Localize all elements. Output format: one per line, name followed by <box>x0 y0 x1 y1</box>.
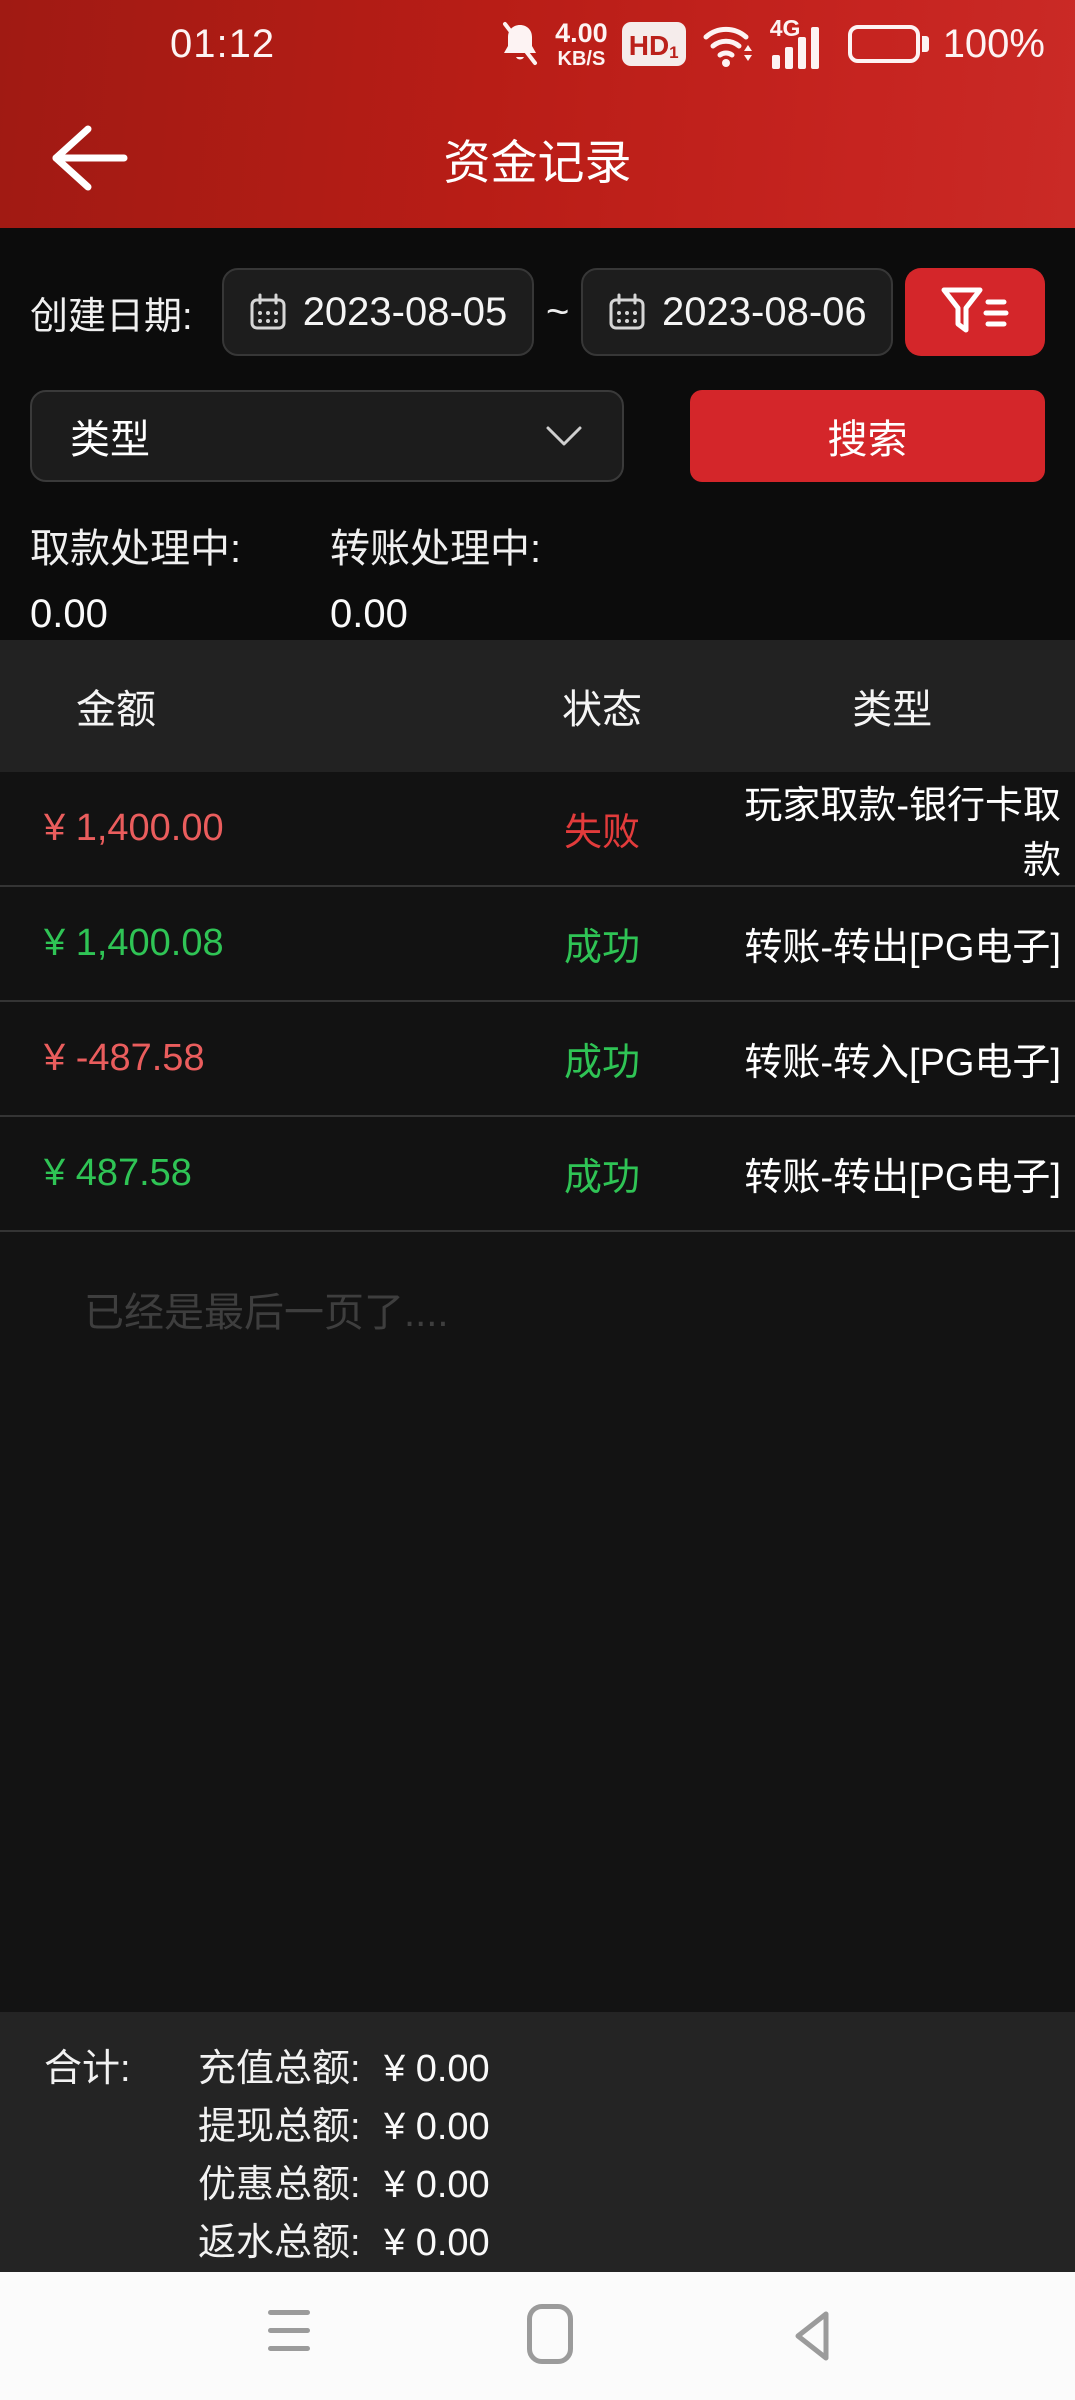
search-button[interactable]: 搜索 <box>690 390 1045 482</box>
battery-percent: 100% <box>942 21 1045 66</box>
table-header: 金额 状态 类型 <box>0 640 1075 772</box>
row-type: 转账-转出[PG电子] <box>744 927 1061 969</box>
signal-bars <box>771 27 819 69</box>
date-range-separator: ~ <box>546 289 570 334</box>
date-filter-row: 创建日期: 2023-08-05 ~ <box>30 268 1045 356</box>
filter-button[interactable] <box>905 268 1045 356</box>
date-from-value: 2023-08-05 <box>302 289 508 334</box>
status-icons: 4.00 KB/S HD 1 <box>499 15 1045 71</box>
table-row: ¥ -487.58 成功 转账-转入[PG电子] <box>0 1002 1075 1117</box>
row-type: 玩家取款-银行卡取款 <box>744 784 1061 882</box>
row-type: 转账-转入[PG电子] <box>744 1042 1061 1084</box>
row-status: 成功 <box>563 927 640 969</box>
calendar-icon <box>608 293 646 331</box>
table-row: ¥ 1,400.00 失败 玩家取款-银行卡取款 <box>0 772 1075 887</box>
signal-4g-label: 4G <box>769 15 801 41</box>
network-speed-unit: KB/S <box>557 47 606 70</box>
end-of-list-message: 已经是最后一页了.... <box>84 1291 449 1335</box>
col-header-status: 状态 <box>562 688 642 732</box>
cell-signal-icon: 4G <box>769 15 834 71</box>
type-select-value: 类型 <box>70 418 150 462</box>
search-button-label: 搜索 <box>827 418 908 462</box>
status-time: 01:12 <box>170 21 276 66</box>
type-select[interactable]: 类型 <box>30 390 624 482</box>
summary-label: 优惠总额: <box>198 2164 361 2206</box>
hd-badge-text: HD <box>628 30 670 61</box>
table-row: ¥ 487.58 成功 转账-转出[PG电子] <box>0 1117 1075 1232</box>
network-speed: 4.00 KB/S <box>555 17 608 70</box>
summary-value: ¥ 0.00 <box>384 2222 490 2264</box>
network-speed-value: 4.00 <box>555 17 608 48</box>
withdraw-processing: 取款处理中: 0.00 <box>30 516 330 637</box>
date-to-field[interactable]: 2023-08-06 <box>581 268 894 356</box>
processing-row: 取款处理中: 0.00 转账处理中: 0.00 <box>30 516 1045 637</box>
home-pill-icon[interactable] <box>527 2304 573 2364</box>
calendar-icon <box>249 293 287 331</box>
list-end-area: 已经是最后一页了.... <box>0 1232 1075 2012</box>
transfer-processing-label: 转账处理中: <box>330 527 542 571</box>
red-header: 01:12 4.00 KB/S HD 1 <box>0 0 1075 228</box>
notification-muted-icon <box>499 21 541 67</box>
hd-voice-badge: HD 1 <box>621 22 686 66</box>
row-amount: ¥ 1,400.08 <box>44 922 224 964</box>
row-status: 失败 <box>563 812 640 854</box>
filter-panel: 创建日期: 2023-08-05 ~ <box>0 228 1075 640</box>
back-button[interactable] <box>40 116 136 200</box>
table-row: ¥ 1,400.08 成功 转账-转出[PG电子] <box>0 887 1075 1002</box>
row-status: 成功 <box>563 1157 640 1199</box>
withdraw-processing-value: 0.00 <box>30 592 108 636</box>
summary-row-withdraw: 提现总额: ¥ 0.00 <box>198 2098 490 2156</box>
withdraw-processing-label: 取款处理中: <box>30 527 242 571</box>
date-from-field[interactable]: 2023-08-05 <box>222 268 534 356</box>
chevron-down-icon <box>544 424 584 448</box>
summary-label: 提现总额: <box>198 2106 361 2148</box>
summary-panel: 合计: 充值总额: ¥ 0.00 提现总额: ¥ 0.00 优惠总额: ¥ 0.… <box>0 2012 1075 2272</box>
summary-row-deposit: 充值总额: ¥ 0.00 <box>198 2040 490 2098</box>
date-label: 创建日期: <box>30 295 193 338</box>
row-type: 转账-转出[PG电子] <box>744 1157 1061 1199</box>
col-header-type: 类型 <box>852 688 933 732</box>
summary-value: ¥ 0.00 <box>384 2106 490 2148</box>
row-amount: ¥ -487.58 <box>44 1037 205 1079</box>
summary-label: 充值总额: <box>198 2048 361 2090</box>
col-header-amount: 金额 <box>76 688 156 732</box>
summary-rows: 充值总额: ¥ 0.00 提现总额: ¥ 0.00 优惠总额: ¥ 0.00 返… <box>198 2040 490 2272</box>
row-status: 成功 <box>563 1042 640 1084</box>
date-to-value: 2023-08-06 <box>662 289 867 334</box>
transfer-processing-value: 0.00 <box>330 592 408 636</box>
row-amount: ¥ 1,400.00 <box>44 807 224 849</box>
hd-badge-sub: 1 <box>669 43 679 62</box>
app-bar: 资金记录 <box>0 88 1075 228</box>
page-title: 资金记录 <box>443 135 632 189</box>
summary-row-rebate: 返水总额: ¥ 0.00 <box>198 2214 490 2272</box>
summary-total-label: 合计: <box>44 2048 131 2090</box>
filter-funnel-icon <box>940 286 1010 338</box>
summary-label: 返水总额: <box>198 2222 361 2264</box>
back-arrow-icon <box>44 119 132 197</box>
summary-value: ¥ 0.00 <box>384 2048 490 2090</box>
battery-icon <box>847 25 929 63</box>
type-filter-row: 类型 搜索 <box>30 390 1045 482</box>
recent-apps-icon[interactable] <box>268 2310 310 2351</box>
status-bar: 01:12 4.00 KB/S HD 1 <box>0 0 1075 88</box>
transfer-processing: 转账处理中: 0.00 <box>330 516 630 637</box>
system-navbar <box>0 2272 1075 2400</box>
summary-value: ¥ 0.00 <box>384 2164 490 2206</box>
row-amount: ¥ 487.58 <box>44 1152 192 1194</box>
summary-row-discount: 优惠总额: ¥ 0.00 <box>198 2156 490 2214</box>
back-triangle-icon[interactable] <box>788 2306 836 2366</box>
wifi-icon <box>700 19 756 69</box>
